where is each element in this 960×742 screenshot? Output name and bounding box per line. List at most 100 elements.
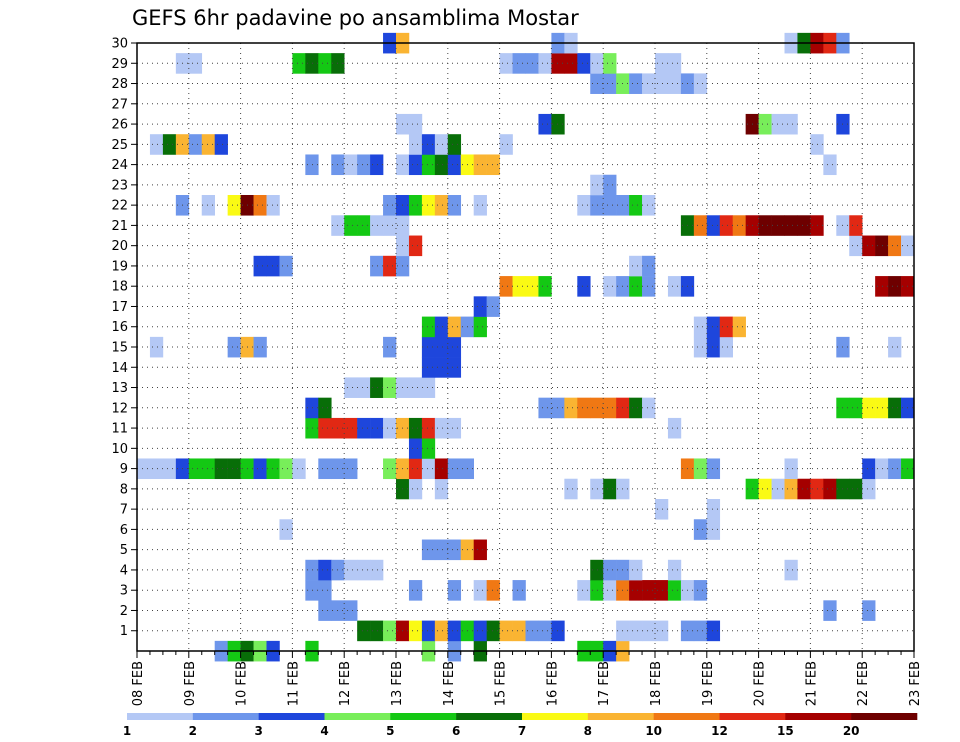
y-tick-label: 25 [111, 138, 128, 153]
heatmap-cell [655, 580, 669, 601]
y-tick-label: 21 [111, 219, 128, 234]
heatmap-cell [577, 276, 591, 297]
heatmap-cell [408, 134, 423, 155]
heatmap-cell [447, 195, 462, 216]
heatmap-cell [447, 539, 462, 561]
heatmap-cell [344, 215, 358, 236]
heatmap-cell [383, 377, 397, 398]
legend-label: 4 [320, 724, 328, 738]
legend-swatch [456, 713, 523, 720]
heatmap-cell [758, 215, 772, 236]
heatmap-cell [201, 134, 215, 155]
heatmap-cell [421, 620, 436, 642]
heatmap-cell [344, 377, 358, 398]
heatmap-cell [486, 620, 500, 642]
heatmap-cell [706, 499, 721, 520]
heatmap-cell [357, 620, 371, 642]
y-tick-label: 28 [111, 77, 128, 92]
heatmap-cell [434, 478, 449, 500]
heatmap-cell [771, 215, 785, 236]
heatmap-cell [693, 519, 708, 540]
legend-swatch [127, 713, 194, 720]
y-tick-label: 16 [111, 320, 128, 335]
y-tick-label: 11 [111, 422, 128, 437]
heatmap-cell [642, 620, 656, 642]
heatmap-cell [344, 417, 358, 439]
legend-label: 8 [584, 724, 592, 738]
heatmap-cell [266, 458, 280, 480]
heatmap-cell [201, 195, 215, 216]
heatmap-cell [188, 53, 203, 74]
heatmap-cell [603, 559, 617, 581]
heatmap-cell [706, 620, 721, 642]
heatmap-cell [642, 580, 656, 601]
heatmap-cell [512, 580, 526, 601]
y-tick-label: 14 [111, 361, 128, 376]
heatmap-cell [693, 458, 708, 480]
heatmap-cell [499, 276, 513, 297]
heatmap-cell [253, 458, 267, 480]
heatmap-cell [551, 620, 565, 642]
legend-label: 7 [518, 724, 526, 738]
y-tick-label: 22 [111, 199, 128, 214]
y-tick-label: 27 [111, 97, 128, 112]
heatmap-cell [408, 154, 423, 176]
heatmap-cell [421, 438, 436, 459]
y-tick-label: 15 [111, 341, 128, 356]
x-tick-label: 22 FEB [856, 661, 871, 706]
heatmap-cell [370, 215, 384, 236]
x-tick-label: 21 FEB [804, 661, 819, 706]
heatmap-cell [590, 53, 604, 74]
heatmap-cell [434, 134, 449, 155]
heatmap-cell [149, 458, 164, 480]
heatmap-cell [693, 73, 708, 94]
heatmap-cell [693, 580, 708, 601]
heatmap-cell [862, 235, 876, 257]
heatmap-cell [266, 195, 280, 216]
heatmap-cell [266, 255, 280, 277]
heatmap-cell [434, 458, 449, 480]
heatmap-cell [629, 73, 643, 94]
heatmap-cell [862, 600, 876, 621]
heatmap-cell [370, 154, 384, 176]
heatmap-cell [473, 539, 487, 561]
y-tick-label: 19 [111, 259, 128, 274]
heatmap-cell [227, 336, 241, 358]
heatmap-cell [292, 458, 306, 480]
heatmap-cell [512, 276, 526, 297]
heatmap-cell [473, 296, 487, 317]
heatmap-cell [603, 73, 617, 94]
heatmap-cell [408, 113, 423, 135]
y-tick-label: 1 [120, 624, 128, 639]
x-tick-label: 23 FEB [908, 661, 923, 706]
heatmap-cell [823, 154, 837, 176]
x-tick-label: 17 FEB [597, 661, 612, 706]
heatmap-cell [344, 458, 358, 480]
y-tick-label: 30 [111, 37, 128, 52]
heatmap-cell [667, 580, 682, 601]
heatmap-cell [693, 215, 708, 236]
heatmap-cell [758, 113, 772, 135]
legend-swatch [192, 713, 259, 720]
heatmap-cell [253, 336, 267, 358]
heatmap-cell [862, 397, 876, 419]
heatmap-cell [383, 458, 397, 480]
heatmap-cell [357, 377, 371, 398]
heatmap-cell [603, 174, 617, 196]
heatmap-cell [655, 620, 669, 642]
heatmap-cell [318, 53, 332, 74]
heatmap-cell [603, 195, 617, 216]
legend-swatch [851, 713, 918, 720]
heatmap-cell [434, 417, 449, 439]
heatmap-cell [875, 397, 889, 419]
heatmap-cell [771, 478, 785, 500]
chart-title: GEFS 6hr padavine po ansamblima Mostar [132, 6, 579, 30]
heatmap-cell [719, 215, 733, 236]
heatmap-cell [590, 174, 604, 196]
heatmap-cell [447, 458, 462, 480]
heatmap-cell [434, 154, 449, 176]
heatmap-cell [590, 559, 604, 581]
x-tick-label: 13 FEB [390, 661, 405, 706]
heatmap-cell [642, 397, 656, 419]
heatmap-cell [473, 620, 487, 642]
